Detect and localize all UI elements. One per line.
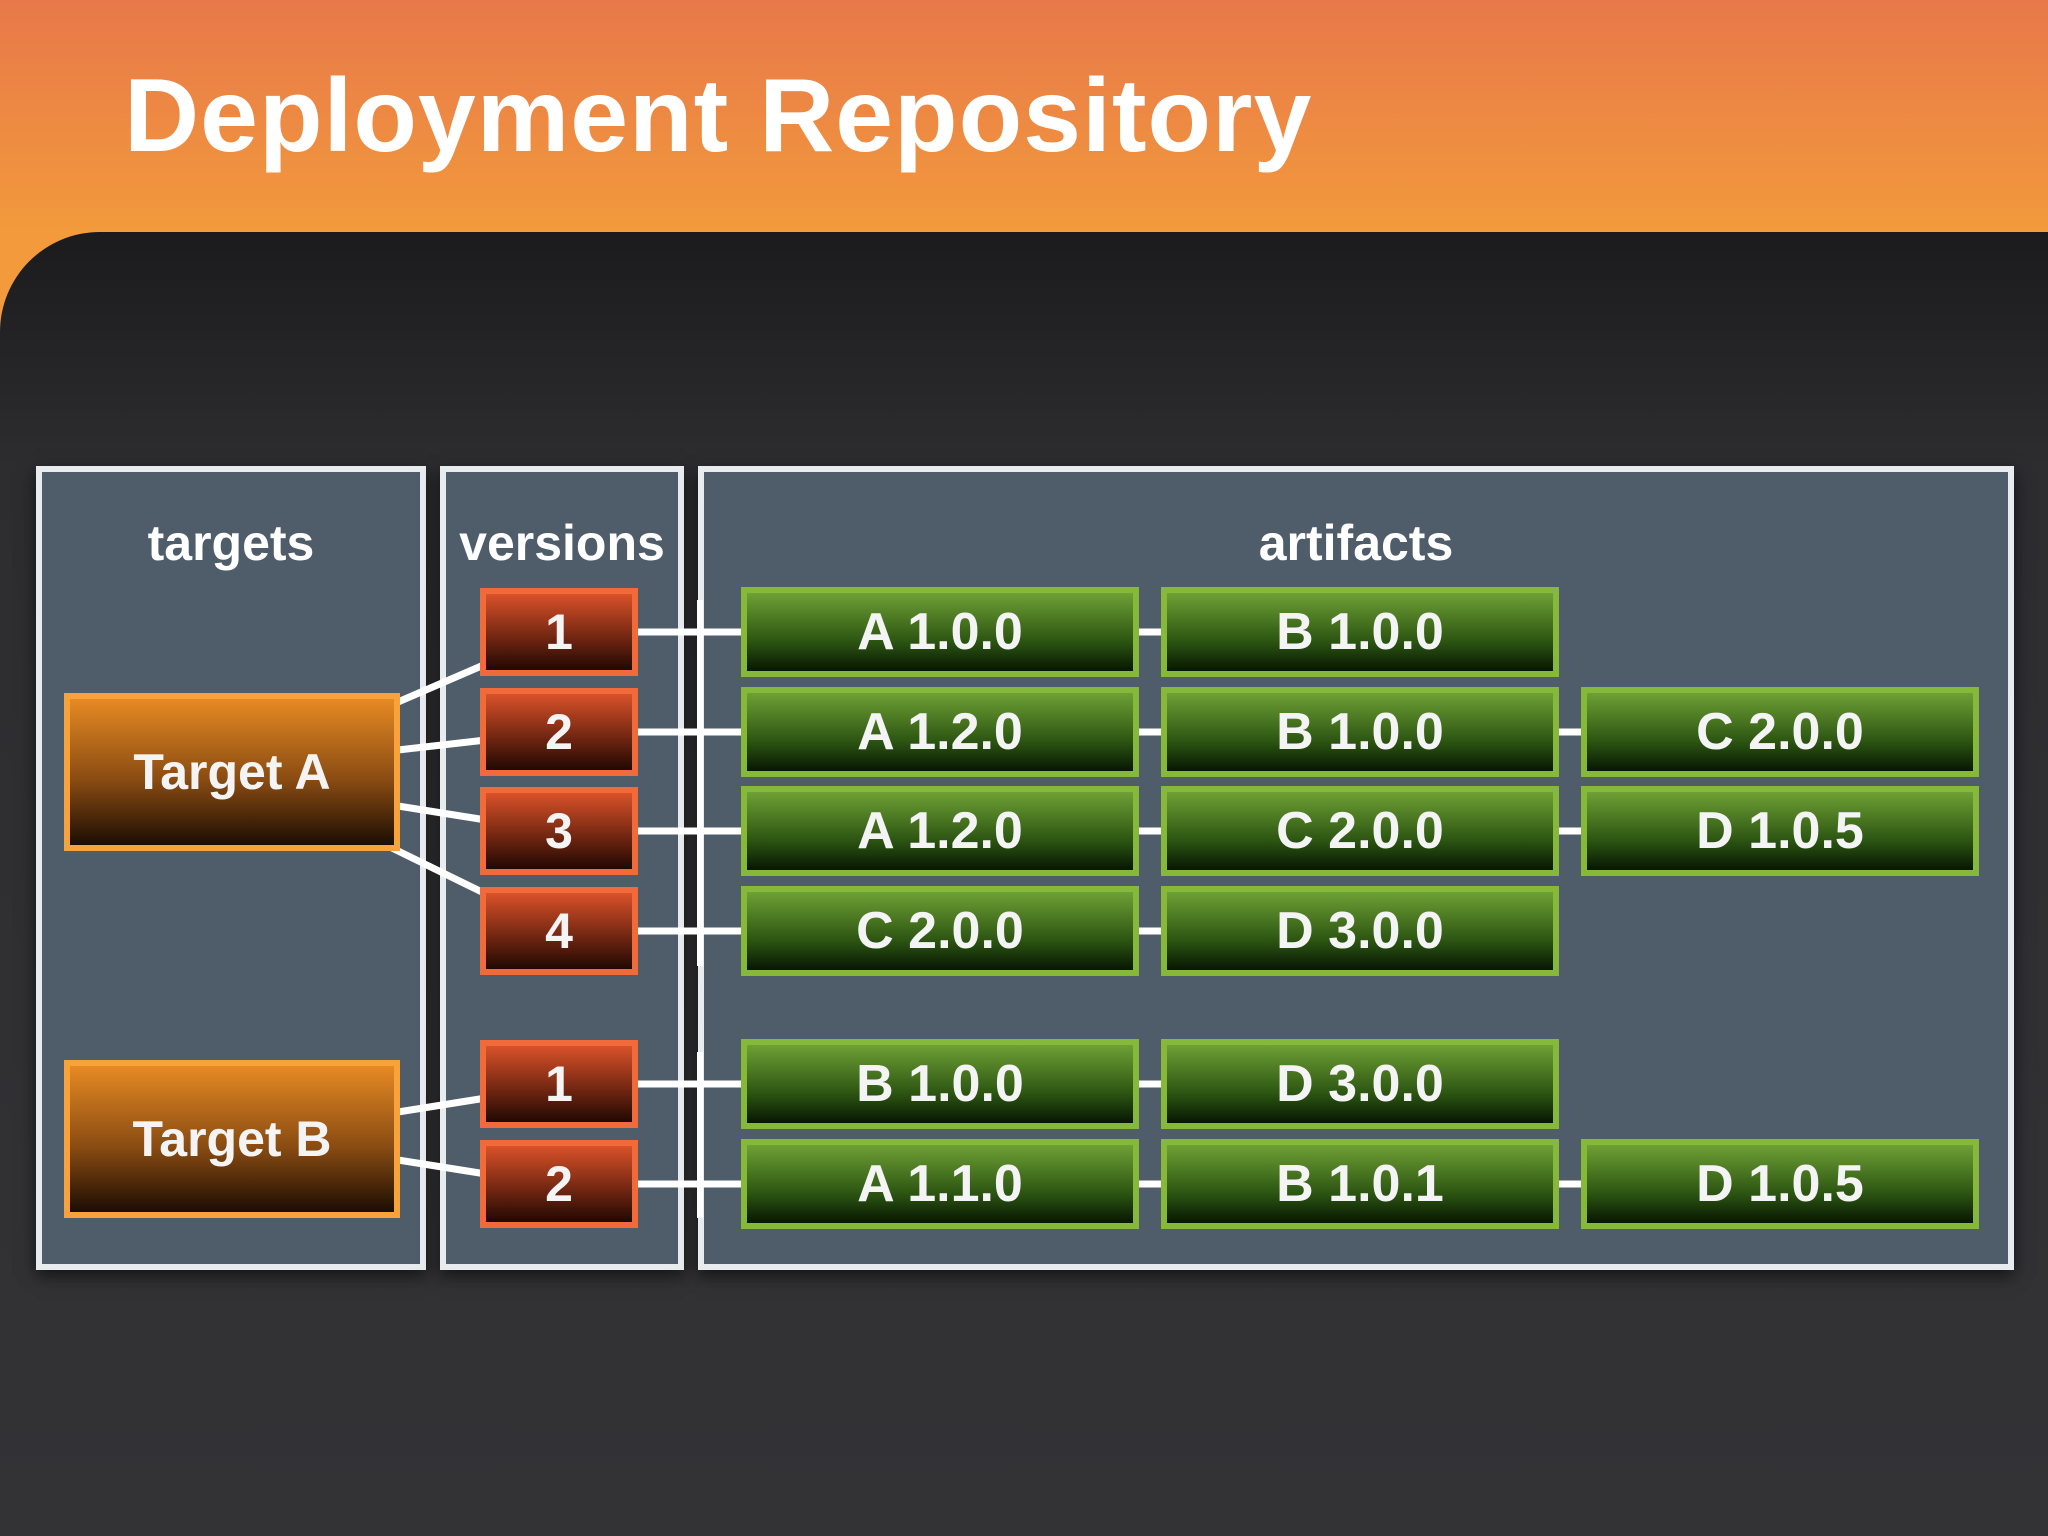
link-target-a-v3 <box>397 802 487 824</box>
artifact-label: B 1.0.1 <box>1276 1155 1444 1213</box>
artifact-r3-c1: A 1.2.0 <box>741 786 1139 876</box>
version-a2-label: 2 <box>545 704 573 760</box>
artifact-label: B 1.0.0 <box>1276 703 1444 761</box>
artifact-r1-c2: B 1.0.0 <box>1161 587 1559 677</box>
artifact-r1-c1: A 1.0.0 <box>741 587 1139 677</box>
link-target-b-v2 <box>397 1156 487 1178</box>
targets-panel-label: targets <box>147 515 315 571</box>
artifact-r2-c1: A 1.2.0 <box>741 687 1139 777</box>
artifact-r6-c2: B 1.0.1 <box>1161 1139 1559 1229</box>
version-a4: 4 <box>480 887 638 975</box>
link-target-a-v1 <box>396 660 488 706</box>
target-b-label: Target B <box>132 1111 332 1167</box>
version-a2: 2 <box>480 688 638 776</box>
versions-panel-label: versions <box>459 515 665 571</box>
artifact-label: A 1.2.0 <box>857 802 1023 860</box>
version-b1-label: 1 <box>545 1056 573 1112</box>
artifact-r4-c1: C 2.0.0 <box>741 886 1139 976</box>
artifact-r5-c2: D 3.0.0 <box>1161 1039 1559 1129</box>
target-a-label: Target A <box>133 744 331 800</box>
artifact-r3-c3: D 1.0.5 <box>1581 786 1979 876</box>
version-b1: 1 <box>480 1040 638 1128</box>
artifact-r6-c3: D 1.0.5 <box>1581 1139 1979 1229</box>
artifacts-panel-label: artifacts <box>1258 515 1454 571</box>
version-a1: 1 <box>480 588 638 676</box>
artifact-label: C 2.0.0 <box>1696 703 1864 761</box>
version-a3-label: 3 <box>545 803 573 859</box>
artifact-label: A 1.0.0 <box>857 603 1023 661</box>
link-target-b-v1 <box>397 1094 487 1116</box>
artifact-label: A 1.2.0 <box>857 703 1023 761</box>
version-a4-label: 4 <box>545 903 573 959</box>
version-b2-label: 2 <box>545 1156 573 1212</box>
artifact-label: B 1.0.0 <box>856 1055 1024 1113</box>
version-a3: 3 <box>480 787 638 875</box>
page-title: Deployment Repository <box>124 58 1313 174</box>
artifact-r5-c1: B 1.0.0 <box>741 1039 1139 1129</box>
artifact-label: D 3.0.0 <box>1276 902 1444 960</box>
artifact-label: C 2.0.0 <box>856 902 1024 960</box>
artifact-r3-c2: C 2.0.0 <box>1161 786 1559 876</box>
header-bar <box>0 0 2048 232</box>
artifact-r2-c2: B 1.0.0 <box>1161 687 1559 777</box>
artifact-label: C 2.0.0 <box>1276 802 1444 860</box>
artifact-r6-c1: A 1.1.0 <box>741 1139 1139 1229</box>
version-a1-label: 1 <box>545 604 573 660</box>
artifact-label: B 1.0.0 <box>1276 603 1444 661</box>
target-a-box: Target A <box>64 693 400 851</box>
target-b-box: Target B <box>64 1060 400 1218</box>
artifact-label: A 1.1.0 <box>857 1155 1023 1213</box>
link-target-a-v4 <box>390 844 488 898</box>
version-b2: 2 <box>480 1140 638 1228</box>
artifact-label: D 1.0.5 <box>1696 1155 1864 1213</box>
artifact-r4-c2: D 3.0.0 <box>1161 886 1559 976</box>
link-target-a-v2 <box>397 736 487 754</box>
artifact-r2-c3: C 2.0.0 <box>1581 687 1979 777</box>
artifact-label: D 3.0.0 <box>1276 1055 1444 1113</box>
artifact-label: D 1.0.5 <box>1696 802 1864 860</box>
